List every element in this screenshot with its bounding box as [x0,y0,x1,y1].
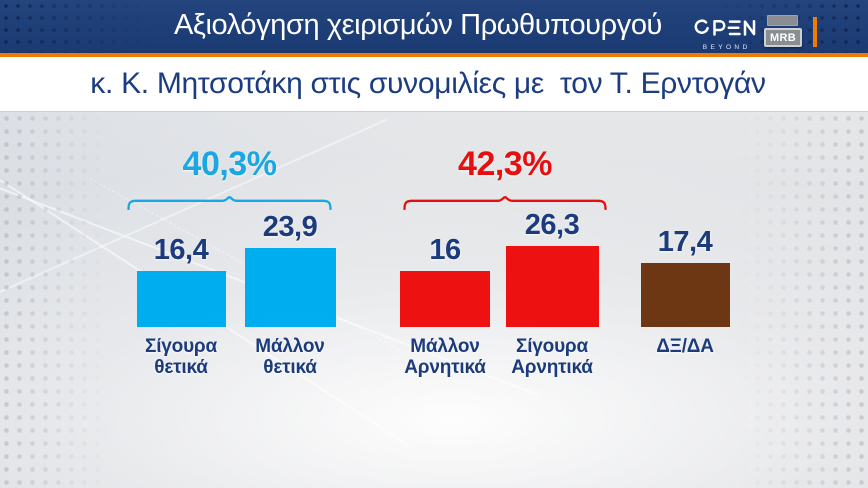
orange-divider [0,53,868,57]
bar-value-sigoura-thetika: 16,4 [153,234,209,266]
bar-label-sigoura-arnitika: Σίγουρα Αρνητικά [477,336,627,378]
group-bracket-0 [127,196,332,210]
bar-value-mallon-arnitika: 16 [429,234,461,266]
group-total-1: 42,3% [458,145,552,183]
bar-label-line: Αρνητικά [511,357,593,378]
header-halftone-left [0,0,150,53]
brand-area: OPEN BEYOND MRB [668,0,868,53]
mrb-logo-top-block [767,15,798,26]
bar-label-dx-da: ΔΞ/ΔΑ [610,336,760,357]
panel-halftone-left [0,112,110,488]
bar-label-line: Μάλλον [410,336,480,357]
bar-mallon-arnitika [400,271,490,327]
group-total-0: 40,3% [182,145,277,183]
bar-label-line: Μάλλον [255,336,325,357]
bar-label-line: θετικά [263,357,317,378]
bar-label-sigoura-thetika: Σίγουρα θετικά [106,336,256,378]
open-beyond-logo: OPEN BEYOND [694,19,756,51]
page-title: Αξιολόγηση χειρισμών Πρωθυπουργού [173,9,663,41]
bar-value-mallon-thetika: 23,9 [262,211,318,243]
bar-label-mallon-thetika: Μάλλον θετικά [215,336,365,378]
bar-label-line: Σίγουρα [145,336,217,357]
subtitle: κ. Κ. Μητσοτάκη στις συνομιλίες με τον Τ… [90,67,766,100]
orange-tick [813,17,817,47]
header-bar: Αξιολόγηση χειρισμών Πρωθυπουργού OPEN B… [0,0,868,53]
bar-mallon-thetika [244,248,336,327]
panel-halftone-right [738,112,868,488]
bar-value-dx-da: 17,4 [657,226,713,258]
bar-label-line: ΔΞ/ΔΑ [656,336,714,357]
bar-dx-da [640,263,730,327]
bar-label-line: θετικά [154,357,208,378]
open-logo-icon [694,19,756,36]
bar-label-line: Σίγουρα [516,336,588,357]
beyond-label: BEYOND [702,44,751,51]
bar-sigoura-thetika [136,271,226,327]
mrb-logo: MRB [764,14,802,48]
bar-sigoura-arnitika [505,246,599,327]
bar-label-mallon-arnitika: Μάλλον Αρνητικά [370,336,520,378]
bar-value-sigoura-arnitika: 26,3 [524,209,580,241]
mrb-logo-label: MRB [764,28,802,47]
group-bracket-1 [403,196,607,210]
subtitle-band: κ. Κ. Μητσοτάκη στις συνομιλίες με τον Τ… [0,57,868,111]
bar-label-line: Αρνητικά [404,357,486,378]
